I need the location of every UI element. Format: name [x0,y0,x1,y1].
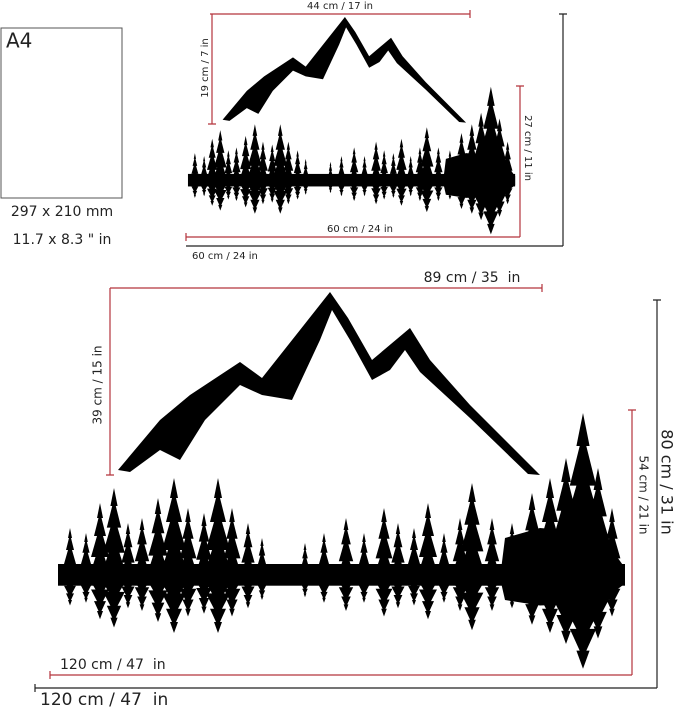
small-mountain-width: 44 cm / 17 in [307,1,373,12]
large-mountain-width: 89 cm / 35 in [424,270,521,286]
small-artwork [188,17,515,234]
large-total-height: 80 cm / 31 in [658,429,677,534]
large-dimension-lines [106,284,543,476]
a4-size-mm: 297 x 210 mm [11,204,113,220]
small-forest-width: 60 cm / 24 in [327,224,393,235]
a4-size-in: 11.7 x 8.3 " in [13,232,112,248]
small-forest-height: 27 cm / 11 in [522,115,533,181]
large-mountain-height: 39 cm / 15 in [91,345,105,424]
a4-label: A4 [6,29,32,53]
large-artwork [58,292,625,669]
small-total-lines [186,13,567,247]
large-forest-height: 54 cm / 21 in [637,455,651,534]
large-forest-dimension-lines [49,409,636,679]
large-forest-width: 120 cm / 47 in [60,657,166,673]
large-total-lines [34,299,661,692]
small-total-width: 60 cm / 24 in [192,251,258,262]
small-dimension-lines [208,10,471,125]
small-forest-dimension-lines [185,85,524,241]
large-total-width: 120 cm / 47 in [40,690,168,710]
a4-sheet [0,27,123,199]
small-mountain-height: 19 cm / 7 in [200,38,211,98]
